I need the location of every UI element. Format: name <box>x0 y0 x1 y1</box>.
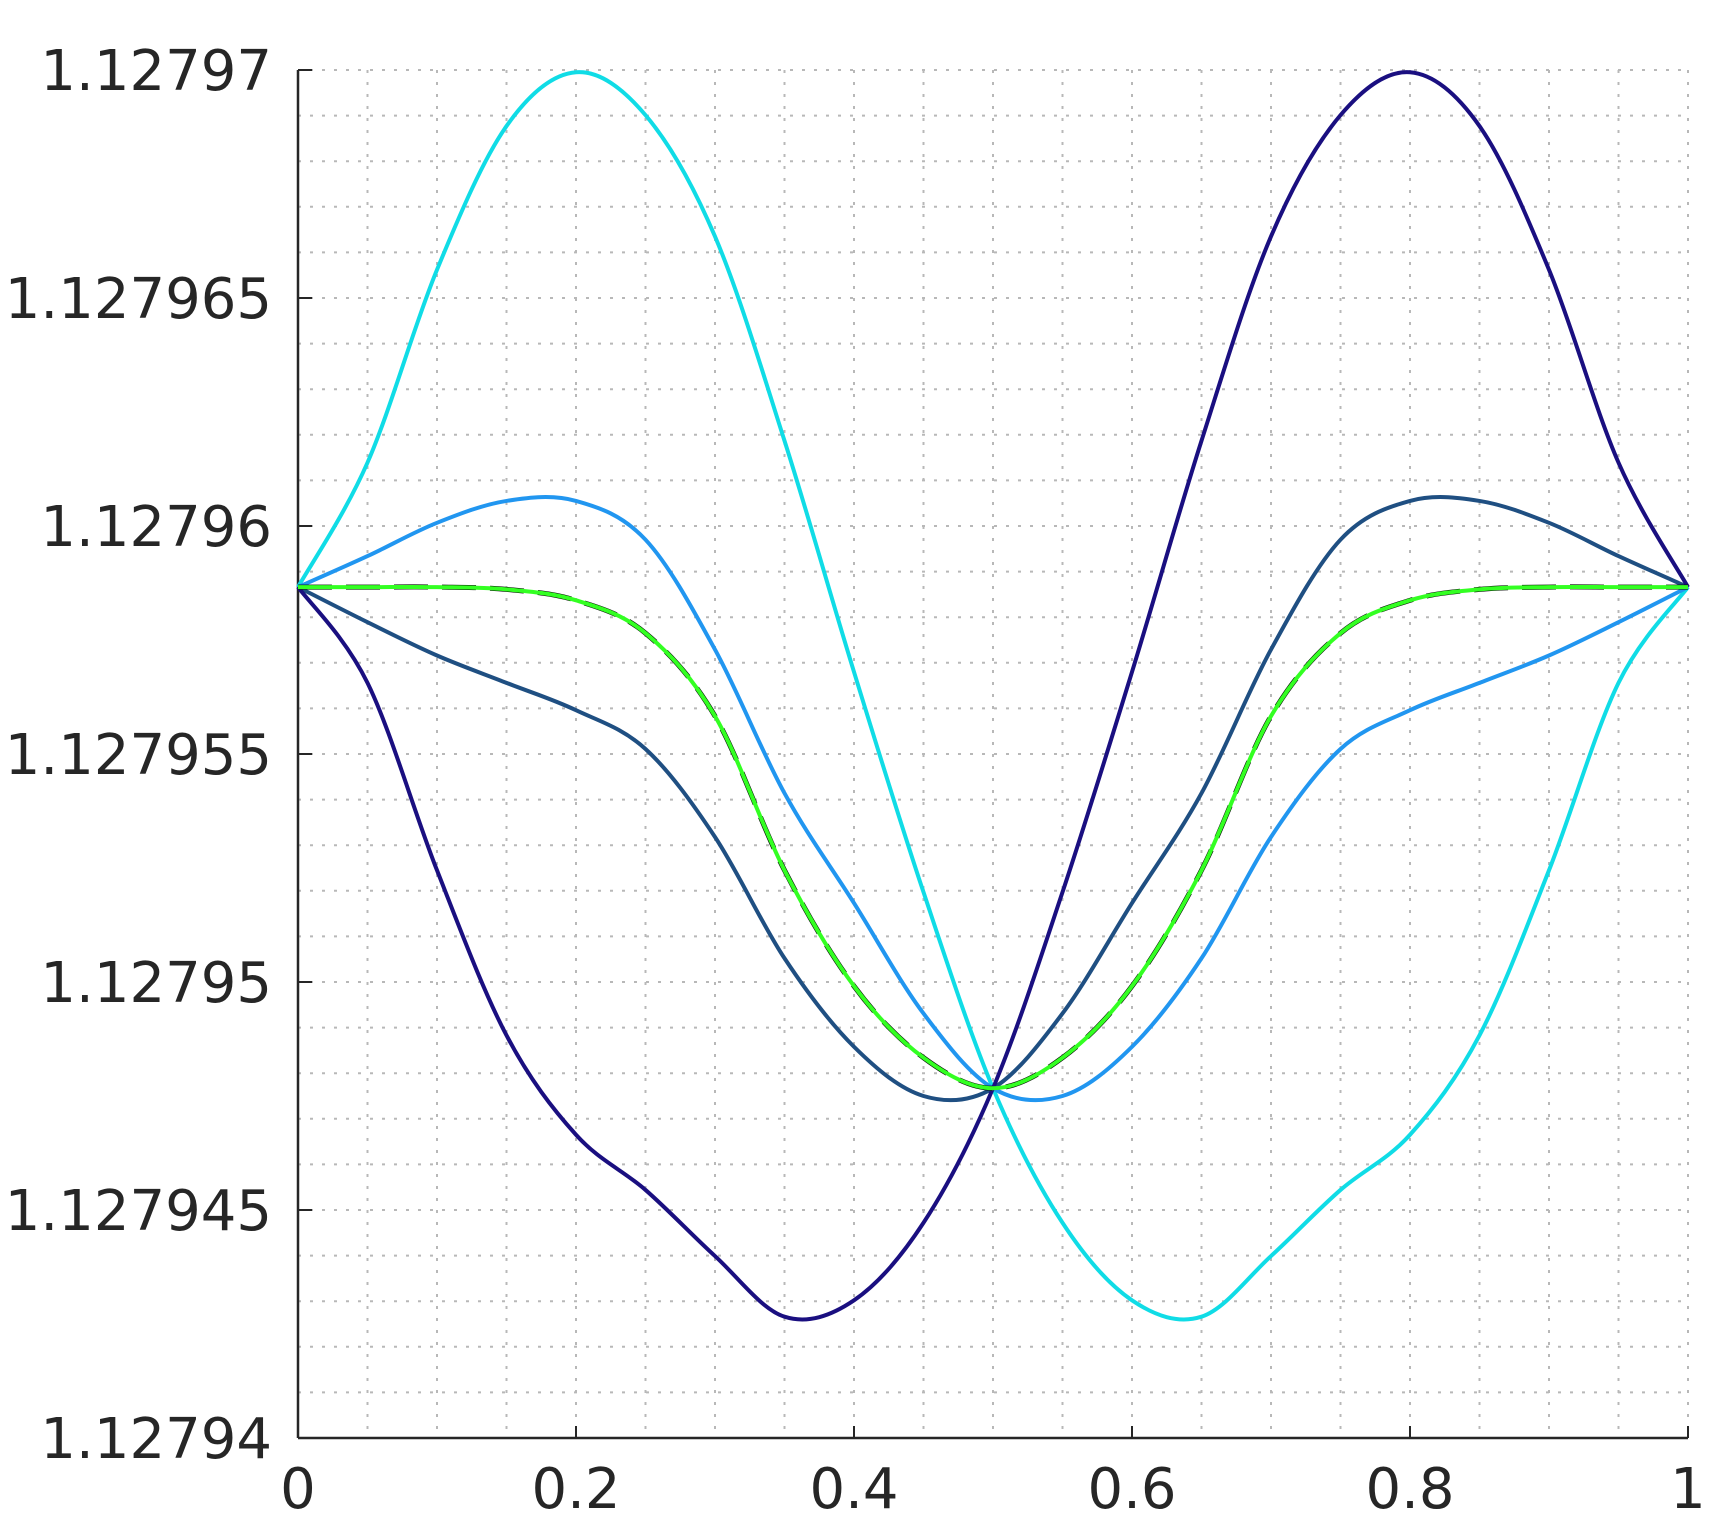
y-tick-label: 1.12797 <box>40 39 272 104</box>
series-line <box>296 70 1690 1322</box>
series-line <box>297 495 1689 1103</box>
y-tick-label: 1.12795 <box>40 951 272 1016</box>
y-tick-label: 1.127965 <box>5 267 272 332</box>
series-line <box>298 584 1688 1091</box>
series-line <box>297 495 1689 1103</box>
x-tick-label: 0.2 <box>531 1457 620 1522</box>
series-line <box>298 584 1688 1091</box>
series-line <box>296 70 1690 1322</box>
x-tick-label: 0.8 <box>1365 1457 1454 1522</box>
x-tick-label: 0.6 <box>1087 1457 1176 1522</box>
x-tick-label: 0 <box>280 1457 316 1522</box>
y-tick-label: 1.127945 <box>5 1179 272 1244</box>
x-tick-label: 0.4 <box>809 1457 898 1522</box>
y-tick-label: 1.12794 <box>40 1407 272 1472</box>
y-tick-label: 1.12796 <box>40 495 272 560</box>
x-tick-label: 1 <box>1670 1457 1706 1522</box>
y-tick-label: 1.127955 <box>5 723 272 788</box>
